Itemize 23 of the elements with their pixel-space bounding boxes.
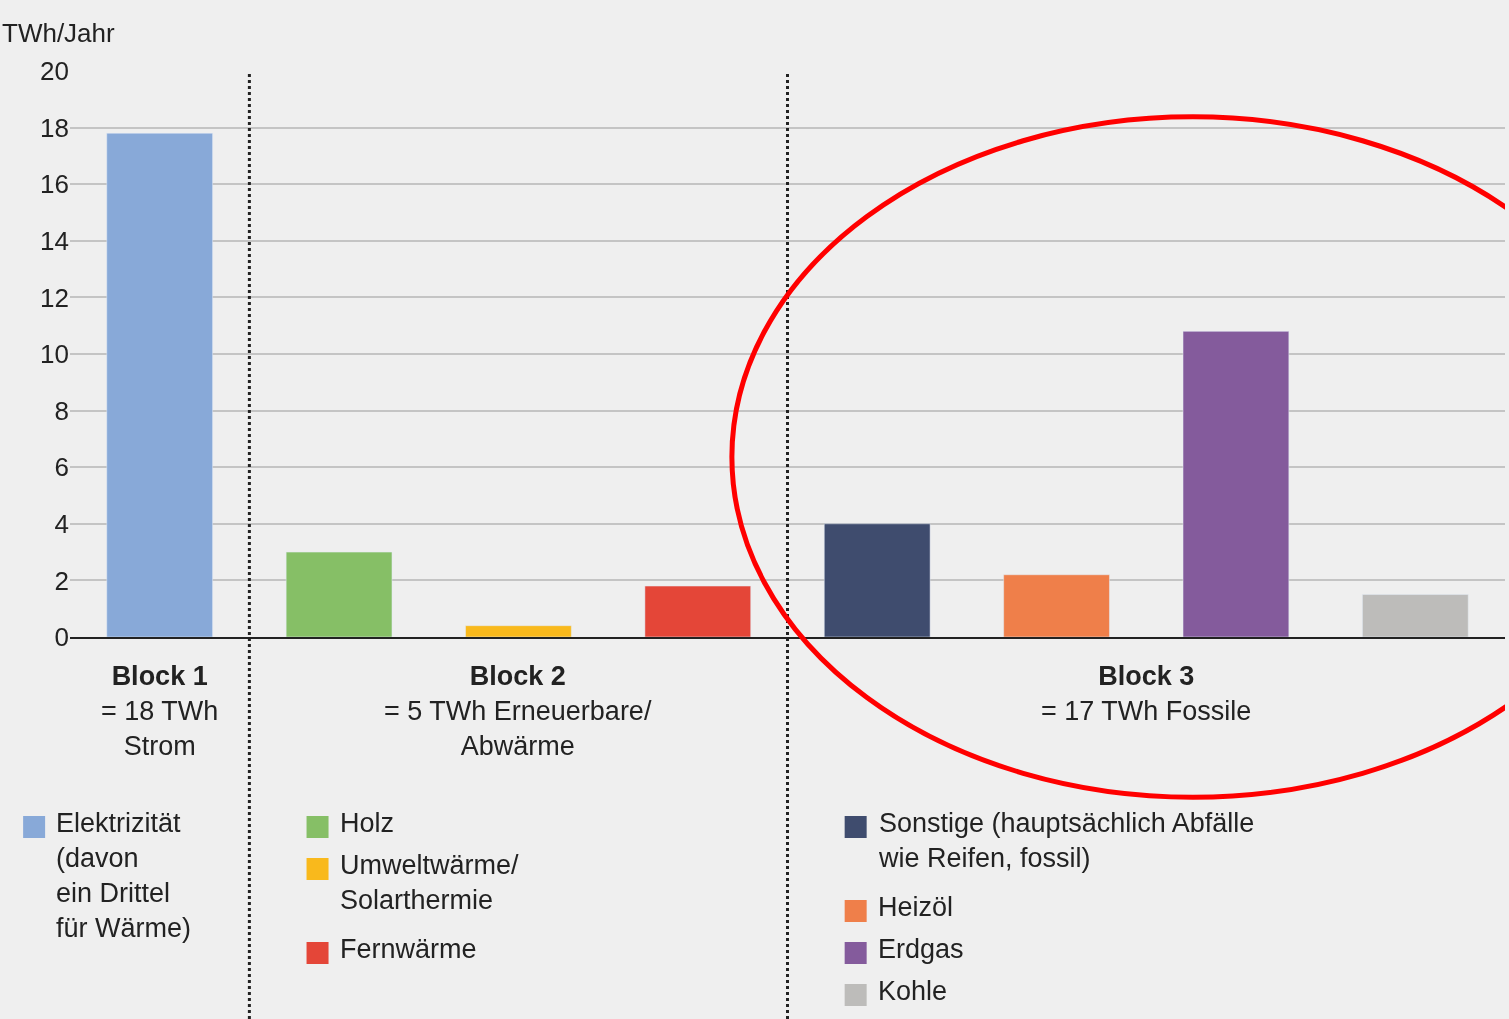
- y-tick-label: 16: [40, 169, 69, 200]
- legend-label: Elektrizität (davon ein Drittel für Wärme): [56, 808, 191, 944]
- y-tick-label: 10: [40, 339, 69, 370]
- y-tick-label: 18: [40, 112, 69, 143]
- text: Block 2 = 5 TWh Erneuerbare/ Abwärme: [384, 661, 652, 762]
- legend-label: Kohle: [878, 976, 948, 1006]
- y-tick-label: 12: [40, 282, 69, 313]
- legend-label: Erdgas: [878, 934, 964, 964]
- y-tick-label: 8: [54, 395, 69, 426]
- y-tick-label: 20: [40, 56, 69, 87]
- legend-label: Fernwärme: [340, 934, 477, 964]
- legend-label: Sonstige (hauptsächlich Abfälle wie Reifen, fossil): [878, 808, 1255, 874]
- y-tick-label: 6: [54, 452, 69, 483]
- y-tick-label: 14: [40, 225, 69, 256]
- y-tick-label: 0: [54, 622, 69, 653]
- legend-label: Holz: [340, 808, 395, 838]
- y-tick-label: 2: [54, 565, 69, 596]
- legend-label: Heizöl: [878, 892, 954, 922]
- y-tick-label: 4: [54, 508, 69, 539]
- text: Block 1 = 18 TWh Strom: [101, 661, 219, 762]
- text: Block 3 = 17 TWh Fossile: [1041, 661, 1252, 727]
- y-axis-title: TWh/Jahr: [2, 18, 116, 48]
- legend-label: Umweltwärme/ Solarthermie: [340, 850, 520, 916]
